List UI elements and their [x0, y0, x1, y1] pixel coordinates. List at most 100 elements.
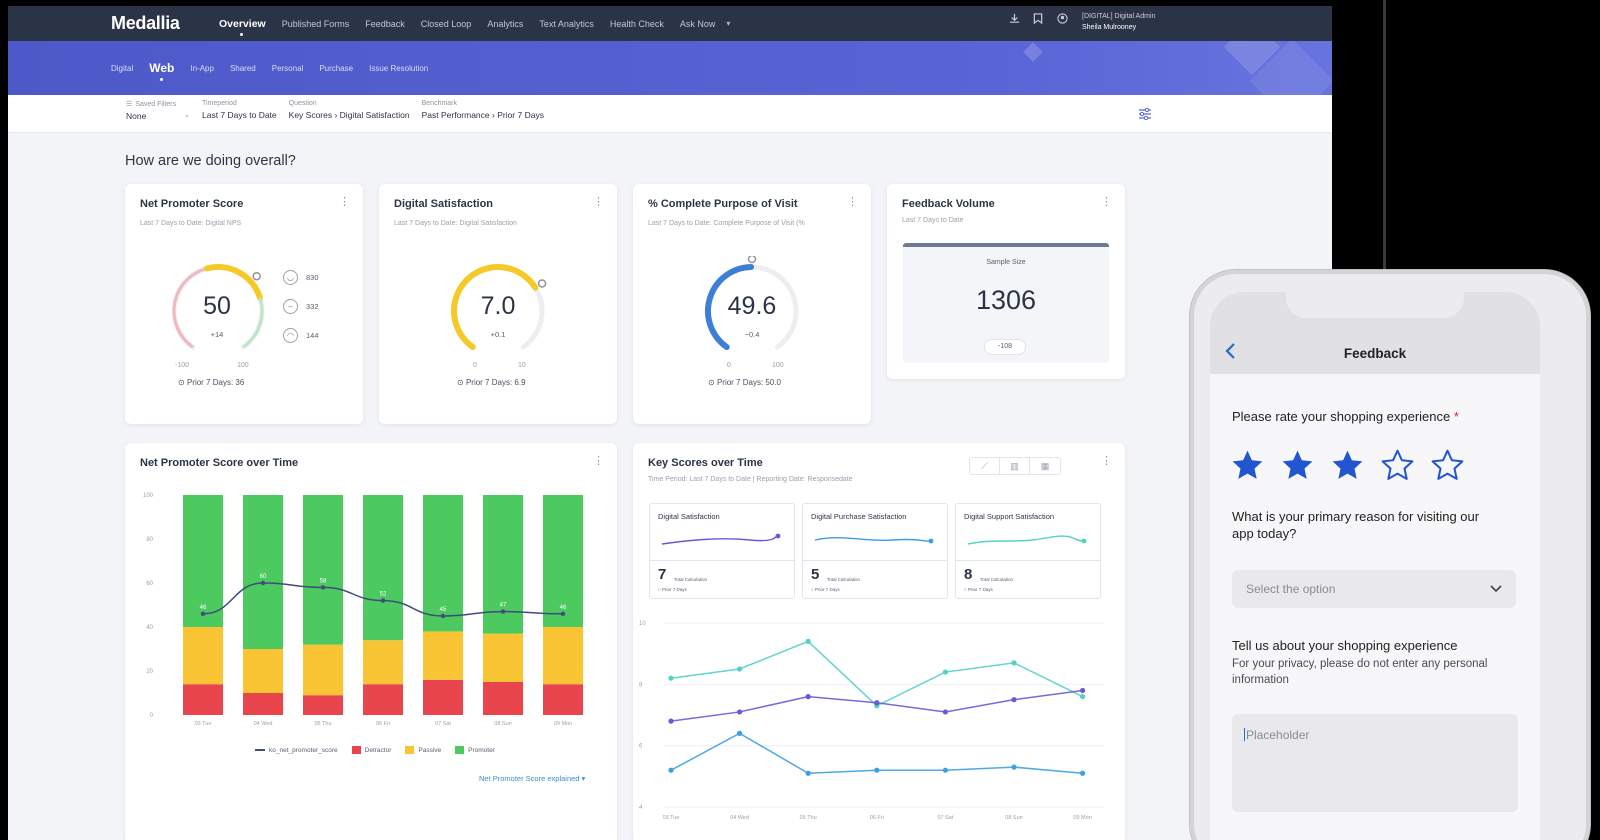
series-point[interactable]: [737, 709, 743, 715]
series-point[interactable]: [1080, 687, 1086, 694]
star-empty-icon[interactable]: [1380, 448, 1415, 483]
series-point[interactable]: [1011, 660, 1017, 666]
legend-item[interactable]: Detractor: [351, 746, 391, 754]
subnav-item-digital[interactable]: Digital: [111, 63, 134, 73]
series-point[interactable]: [805, 638, 811, 644]
bar-chart-icon[interactable]: ▥: [1000, 458, 1030, 474]
bar-segment-promoter[interactable]: [243, 495, 283, 649]
user-icon[interactable]: [1056, 12, 1068, 24]
legend-item[interactable]: ko_net_promoter_score: [255, 747, 338, 754]
subnav-item-in-app[interactable]: In-App: [190, 63, 214, 73]
nps-point[interactable]: [380, 598, 386, 603]
star-filled-icon[interactable]: [1330, 448, 1365, 483]
bar-segment-passive[interactable]: [303, 644, 343, 696]
legend-item[interactable]: Passive: [405, 746, 441, 754]
star-filled-icon[interactable]: [1230, 448, 1265, 483]
bar-segment-passive[interactable]: [363, 640, 403, 685]
bar-segment-passive[interactable]: [423, 631, 463, 680]
bar-segment-promoter[interactable]: [423, 495, 463, 632]
bar-segment-detractor[interactable]: [483, 682, 523, 715]
subnav-item-personal[interactable]: Personal: [271, 63, 304, 73]
mini-score-card[interactable]: Digital Purchase Satisfaction 5 Total Ca…: [802, 503, 948, 599]
nav-item-health-check[interactable]: Health Check: [609, 18, 664, 29]
more-options-icon[interactable]: ⋮: [593, 455, 604, 467]
bar-segment-detractor[interactable]: [363, 684, 403, 715]
timeperiod-filter[interactable]: Timeperiod Last 7 Days to Date: [202, 100, 277, 120]
bar-segment-promoter[interactable]: [543, 495, 583, 627]
star-filled-icon[interactable]: [1280, 448, 1315, 483]
bar-segment-passive[interactable]: [183, 627, 223, 685]
series-point[interactable]: [805, 770, 811, 776]
saved-filters-select[interactable]: None ⌄: [126, 111, 190, 121]
settings-sliders-icon[interactable]: [1138, 107, 1152, 125]
reason-select[interactable]: Select the option: [1232, 570, 1516, 608]
download-icon[interactable]: [1008, 12, 1020, 24]
series-point[interactable]: [1080, 770, 1086, 776]
question-filter[interactable]: Question Key Scores › Digital Satisfacti…: [289, 100, 410, 120]
series-point[interactable]: [668, 767, 674, 773]
series-point[interactable]: [1080, 694, 1086, 700]
more-options-icon[interactable]: ⋮: [847, 196, 858, 208]
bar-segment-promoter[interactable]: [363, 495, 403, 641]
bar-segment-passive[interactable]: [483, 633, 523, 682]
star-empty-icon[interactable]: [1430, 448, 1465, 483]
experience-textarea[interactable]: Placeholder: [1232, 714, 1518, 812]
legend-item[interactable]: Promoter: [455, 746, 495, 754]
series-point[interactable]: [668, 675, 674, 681]
nps-point[interactable]: [560, 611, 566, 616]
more-options-icon[interactable]: ⋮: [593, 196, 604, 208]
series-point[interactable]: [668, 718, 674, 724]
bar-segment-detractor[interactable]: [303, 695, 343, 715]
bar-segment-detractor[interactable]: [243, 693, 283, 715]
bar-segment-detractor[interactable]: [423, 679, 463, 715]
medallia-logo[interactable]: Medallia: [111, 13, 180, 33]
table-icon[interactable]: ▦: [1040, 460, 1050, 471]
bar-segment-promoter[interactable]: [303, 495, 343, 645]
nav-item-published-forms[interactable]: Published Forms: [281, 18, 350, 29]
nps-point[interactable]: [260, 580, 266, 586]
series-point[interactable]: [874, 767, 880, 773]
bar-segment-passive[interactable]: [543, 627, 583, 685]
benchmark-filter[interactable]: Benchmark Past Performance › Prior 7 Day…: [422, 100, 544, 120]
nav-item-closed-loop[interactable]: Closed Loop: [420, 18, 472, 29]
series-point[interactable]: [1011, 697, 1017, 703]
nps-point[interactable]: [320, 585, 326, 590]
series-point[interactable]: [737, 666, 743, 672]
mini-score-card[interactable]: Digital Satisfaction 7 Total Calculation…: [649, 503, 795, 599]
series-point[interactable]: [874, 700, 880, 706]
series-point[interactable]: [737, 730, 743, 736]
nps-point[interactable]: [500, 609, 506, 614]
mini-score-card[interactable]: Digital Support Satisfaction 8 Total Cal…: [955, 503, 1101, 599]
nav-item-text-analytics[interactable]: Text Analytics: [539, 18, 594, 29]
user-info[interactable]: [DIGITAL] Digital Admin Sheila Mulrooney: [1082, 11, 1155, 33]
more-options-icon[interactable]: ⋮: [339, 196, 350, 208]
subnav-item-shared[interactable]: Shared: [229, 63, 256, 73]
bookmark-icon[interactable]: [1032, 12, 1044, 24]
series-point[interactable]: [1011, 764, 1017, 770]
nav-item-analytics[interactable]: Analytics: [487, 18, 524, 29]
nav-item-ask-now[interactable]: Ask Now: [679, 18, 716, 29]
more-options-icon[interactable]: ⋮: [1101, 196, 1112, 208]
mini-label: Total Calculation: [827, 577, 861, 582]
bar-segment-detractor[interactable]: [543, 684, 583, 715]
nav-item-feedback[interactable]: Feedback: [365, 18, 405, 29]
subnav-item-web[interactable]: Web: [149, 61, 175, 81]
bar-segment-passive[interactable]: [243, 649, 283, 693]
bar-segment-detractor[interactable]: [183, 684, 223, 715]
back-chevron-icon[interactable]: [1224, 342, 1236, 365]
line-chart-icon[interactable]: ⟋: [970, 458, 1000, 474]
series-point[interactable]: [942, 669, 948, 675]
nps-explained-link[interactable]: Net Promoter Score explained ▾: [479, 774, 586, 783]
series-point[interactable]: [805, 694, 811, 700]
subnav-item-purchase[interactable]: Purchase: [319, 63, 354, 73]
nps-point[interactable]: [200, 611, 206, 616]
series-point[interactable]: [942, 767, 948, 773]
nps-point[interactable]: [440, 613, 446, 619]
subnav-item-issue-resolution[interactable]: Issue Resolution: [369, 63, 429, 73]
series-point[interactable]: [942, 709, 948, 715]
nav-item-overview[interactable]: Overview: [211, 6, 274, 41]
saved-filters[interactable]: ☰ Saved Filters None ⌄: [126, 100, 190, 122]
bar-segment-promoter[interactable]: [183, 495, 223, 627]
chevron-down-icon[interactable]: ▾: [726, 19, 731, 28]
more-options-icon[interactable]: ⋮: [1101, 455, 1112, 467]
